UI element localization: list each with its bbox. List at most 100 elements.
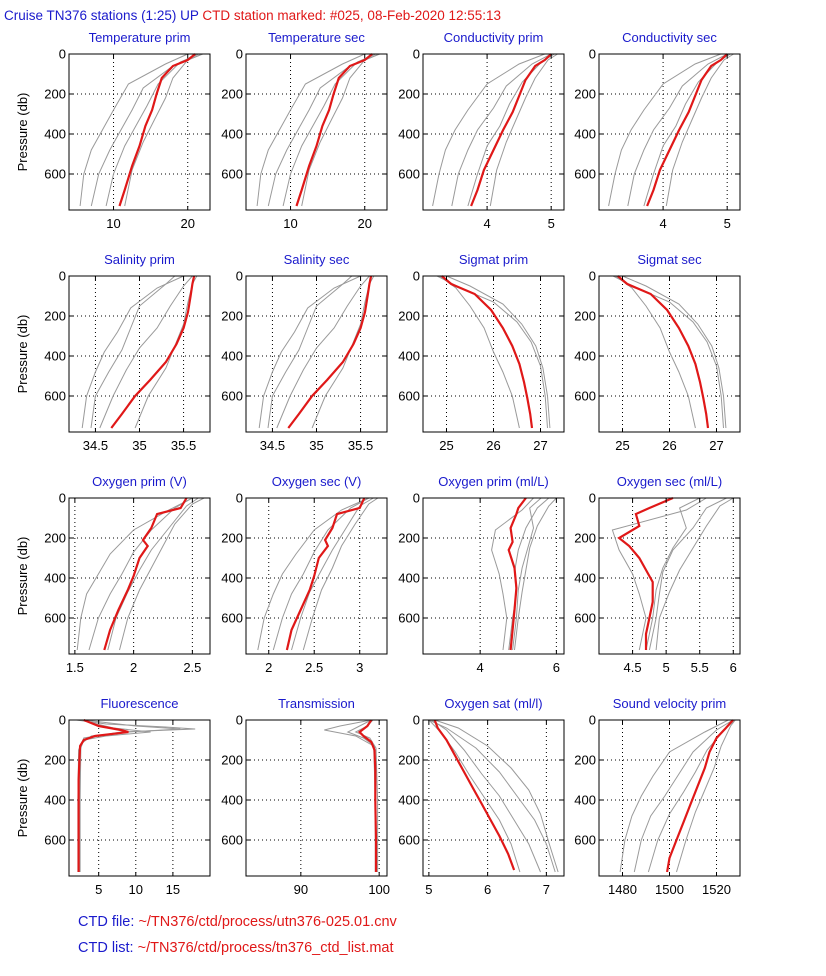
y-tick-label: 0 [413,491,420,506]
other-station-profile [257,497,370,651]
y-tick-label: 400 [44,349,66,364]
y-tick-label: 600 [221,833,243,848]
x-tick-label: 1.5 [66,660,84,675]
other-station-profile [258,275,361,429]
panel-6: Salinity sec 34.5 35 35.5 0 200 400 600 [221,252,388,453]
y-tick-label: 0 [59,269,66,284]
marked-station-profile [285,497,366,651]
other-station-profile [627,53,728,207]
other-station-profile [79,53,188,207]
x-tick-label: 2.5 [183,660,201,675]
panel-title: Temperature prim [89,30,191,45]
y-tick-label: 200 [44,531,66,546]
x-tick-label: 4 [659,216,666,231]
other-station-profile [428,719,556,873]
other-station-profile [619,719,729,873]
y-tick-label: 200 [221,309,243,324]
y-tick-label: 0 [589,47,596,62]
panel-title: Salinity prim [104,252,175,267]
x-tick-label: 4 [477,660,484,675]
other-station-profile [467,53,555,207]
other-station-profile [655,497,734,651]
y-tick-label: 600 [221,611,243,626]
x-tick-label: 10 [283,216,297,231]
plot-frame [68,497,211,655]
y-tick-label: 400 [398,571,420,586]
other-station-profile [324,719,376,872]
y-tick-label: 0 [236,269,243,284]
y-tick-label: 200 [398,753,420,768]
other-station-profile [451,53,552,207]
other-station-profile [99,275,193,429]
other-station-profile [105,53,200,207]
y-tick-label: 200 [398,87,420,102]
panel-title: Oxygen prim (ml/L) [438,474,549,489]
x-tick-label: 4 [483,216,490,231]
y-tick-label: 0 [413,713,420,728]
y-tick-label: 0 [236,713,243,728]
other-station-profile [90,275,176,429]
other-station-profile [434,719,559,873]
other-station-profile [88,497,193,651]
marked-station-profile [77,718,129,872]
x-tick-label: 35 [132,438,146,453]
other-station-profile [446,275,551,429]
y-tick-label: 400 [574,349,596,364]
y-tick-label: 200 [221,87,243,102]
other-station-profile [276,275,370,429]
y-axis-label: Pressure (db) [15,93,30,172]
y-tick-label: 600 [398,389,420,404]
y-tick-label: 400 [574,793,596,808]
x-tick-label: 35 [309,438,323,453]
ctd-file-line: CTD file: ~/TN376/ctd/process/utn376-025… [78,914,397,930]
other-station-profile [134,275,198,429]
panel-16: Sound velocity prim 1480 1500 1520 0 200 400 60… [574,696,741,897]
marked-station-profile [357,719,378,872]
x-tick-label: 2 [130,660,137,675]
plot-frame [245,719,388,877]
y-axis-label: Pressure (db) [15,315,30,394]
y-tick-label: 600 [221,389,243,404]
figure-header: Cruise TN376 stations (1:25) UP CTD stat… [4,8,501,23]
x-tick-label: 5 [425,882,432,897]
ctd-list-path: ~/TN376/ctd/process/tn376_ctd_list.mat [137,940,394,956]
y-tick-label: 200 [574,309,596,324]
marked-station-profile [295,53,373,207]
other-station-profile [514,497,557,651]
y-tick-label: 400 [398,793,420,808]
plot-frame [68,719,211,877]
y-tick-label: 0 [589,713,596,728]
y-tick-label: 600 [574,611,596,626]
other-station-profile [79,719,181,872]
panel-11: Oxygen prim (ml/L) 4 6 0 200 400 600 [398,474,565,675]
y-tick-label: 200 [574,87,596,102]
x-tick-label: 1500 [655,882,684,897]
panel-15: Oxygen sat (ml/l) 5 6 7 0 200 400 600 [398,696,565,897]
panel-title: Oxygen sat (ml/l) [444,696,542,711]
other-station-profile [611,497,707,651]
other-station-profile [608,53,721,207]
x-tick-label: 2 [265,660,272,675]
y-tick-label: 600 [44,611,66,626]
marked-station-profile [433,719,516,871]
y-tick-label: 600 [398,833,420,848]
marked-station-profile [287,275,373,429]
panel-title: Sigmat sec [637,252,702,267]
panel-title: Temperature sec [268,30,365,45]
y-tick-label: 200 [398,309,420,324]
y-tick-label: 200 [44,309,66,324]
plot-frame [422,497,565,655]
x-tick-label: 25 [615,438,629,453]
other-station-profile [676,719,736,873]
other-station-profile [648,497,727,651]
y-tick-label: 200 [44,87,66,102]
marked-station-profile [617,275,710,429]
panel-title: Transmission [278,696,355,711]
x-tick-label: 27 [533,438,547,453]
x-tick-label: 3 [356,660,363,675]
y-tick-label: 0 [413,269,420,284]
y-axis-label: Pressure (db) [15,759,30,838]
other-station-profile [267,275,353,429]
marked-station-profile [666,719,734,873]
